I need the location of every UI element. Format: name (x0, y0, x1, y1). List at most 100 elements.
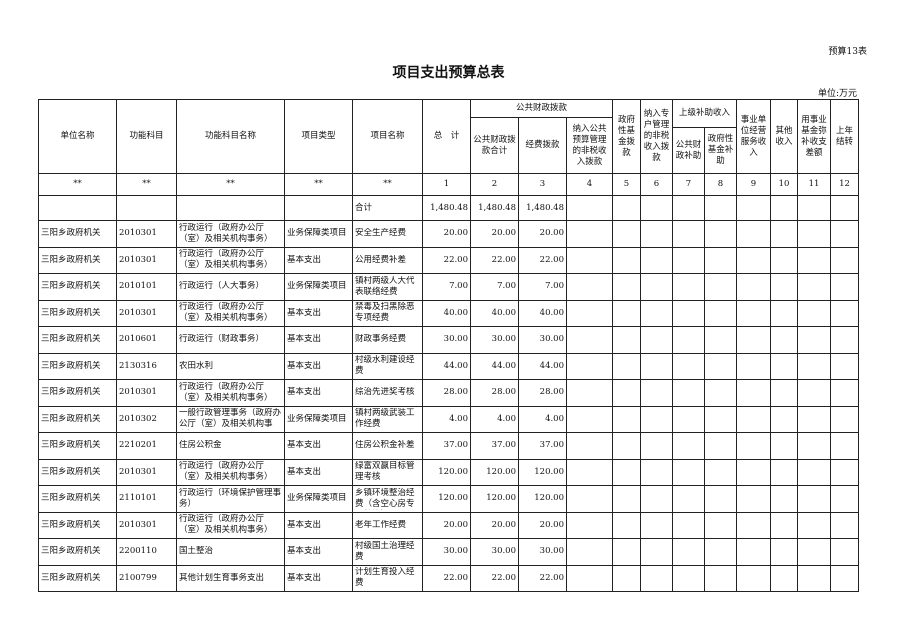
empty-cell (612, 511, 641, 539)
empty-cell (612, 299, 641, 327)
empty-cell (704, 220, 737, 248)
empty-cell (770, 379, 798, 407)
cell-total: 30.00 (443, 334, 468, 345)
cell-func: 行政运行（政府办公厅（室）及相关机构事务） (179, 249, 273, 271)
table-row: 三阳乡政府机关 2110101 行政运行（环境保护管理事务） 业务保障类项目 乡镇环境整… (38, 485, 859, 513)
empty-cell (566, 432, 613, 460)
header-upper-fund: 政府性基金补助 (704, 127, 737, 174)
empty-cell (704, 379, 737, 407)
header-gov-fund: 政府性基金拨款 (612, 99, 641, 174)
empty-cell (612, 485, 641, 513)
cell-type: 基本支出 (287, 519, 322, 530)
empty-cell (640, 352, 673, 380)
empty-cell (770, 564, 798, 592)
cell-f: 30.00 (539, 546, 564, 557)
cell-code: 2010302 (119, 413, 157, 424)
table-row: 三阳乡政府机关 2010101 行政运行（人大事务） 业务保障类项目 镇村两级人大代表联… (38, 273, 859, 301)
cell-type: 基本支出 (287, 466, 322, 477)
empty-cell (612, 538, 641, 566)
empty-cell (736, 299, 771, 327)
empty-cell (797, 246, 831, 274)
cell-unit: 三阳乡政府机关 (41, 546, 101, 557)
empty-cell (770, 299, 798, 327)
cell-unit: 三阳乡政府机关 (41, 413, 101, 424)
cell-pt: 4.00 (497, 413, 516, 424)
index-cell: 9 (736, 173, 771, 196)
table-row: 三阳乡政府机关 2010601 行政运行（财政事务） 基本支出 财政事务经费 30.00 3… (38, 326, 859, 354)
empty-cell (797, 326, 831, 354)
empty-cell (566, 538, 613, 566)
cell-code: 2010301 (119, 307, 157, 318)
table-row: 三阳乡政府机关 2130316 农田水利 基本支出 村级水利建设经费 44.00 44.00… (38, 352, 859, 380)
empty-cell (704, 538, 737, 566)
cell-total: 20.00 (443, 519, 468, 530)
empty-cell (704, 511, 737, 539)
cell-unit: 三阳乡政府机关 (41, 307, 101, 318)
cell-f: 4.00 (545, 413, 564, 424)
cell-func: 行政运行（政府办公厅（室）及相关机构事务） (179, 302, 273, 324)
index-cell: 12 (830, 173, 859, 196)
cell-type: 基本支出 (287, 440, 322, 451)
total-label: 合计 (352, 195, 423, 221)
empty-cell (566, 299, 613, 327)
cell-name: 禁毒及扫黑除恶专项经费 (355, 302, 415, 324)
empty-cell (640, 379, 673, 407)
empty-cell (797, 379, 831, 407)
empty-cell (672, 564, 705, 592)
cell-f: 7.00 (545, 281, 564, 292)
empty-cell (797, 273, 831, 301)
empty-cell (612, 246, 641, 274)
cell-type: 基本支出 (287, 254, 322, 265)
empty-cell (612, 458, 641, 486)
index-cell: ** (284, 173, 353, 196)
empty-cell (830, 432, 859, 460)
empty-cell (736, 485, 771, 513)
empty-cell (770, 352, 798, 380)
empty-cell (566, 405, 613, 433)
empty-cell (612, 379, 641, 407)
empty-cell (830, 485, 859, 513)
empty-cell (830, 299, 859, 327)
cell-f: 120.00 (534, 493, 564, 504)
empty-cell (770, 485, 798, 513)
empty-cell (566, 220, 613, 248)
empty-cell (736, 352, 771, 380)
cell-name: 综治先进奖考核 (355, 387, 415, 398)
cell-func: 行政运行（财政事务） (179, 334, 265, 345)
empty-cell (640, 538, 673, 566)
empty-cell (612, 273, 641, 301)
table-row: 三阳乡政府机关 2010301 行政运行（政府办公厅（室）及相关机构事务） 基本支出 综… (38, 379, 859, 407)
cell-type: 基本支出 (287, 360, 322, 371)
cell-total: 120.00 (438, 493, 468, 504)
empty-cell (640, 299, 673, 327)
empty-cell (640, 246, 673, 274)
cell-name: 村级水利建设经费 (355, 355, 415, 377)
cell-pt: 22.00 (491, 572, 516, 583)
empty-cell (770, 538, 798, 566)
empty-cell (830, 326, 859, 354)
cell-func: 行政运行（环境保护管理事务） (179, 487, 282, 509)
cell-total: 44.00 (443, 360, 468, 371)
header-business: 事业单位经营服务收入 (736, 99, 771, 174)
cell-pt: 120.00 (486, 493, 516, 504)
budget-table: 单位名称 功能科目 功能科目名称 项目类型 项目名称 总 计 公共财政拨款 政府… (38, 99, 859, 592)
cell-f: 120.00 (534, 466, 564, 477)
cell-f: 20.00 (539, 228, 564, 239)
empty-cell (566, 485, 613, 513)
empty-cell (770, 273, 798, 301)
cell-pt: 22.00 (491, 254, 516, 265)
header-public: 公共财政拨款 (470, 99, 613, 118)
empty-cell (830, 538, 859, 566)
header-other: 其他收入 (770, 99, 798, 174)
header-public-total: 公共财政拨款合计 (470, 117, 519, 174)
empty-cell (672, 220, 705, 248)
empty-cell (672, 379, 705, 407)
empty-cell (566, 326, 613, 354)
empty-cell (830, 379, 859, 407)
empty-cell (566, 564, 613, 592)
cell-func: 行政运行（政府办公厅（室）及相关机构事务） (179, 514, 273, 536)
cell-pt: 30.00 (491, 334, 516, 345)
cell-func: 行政运行（政府办公厅（室）及相关机构事务） (179, 461, 273, 483)
cell-f: 37.00 (539, 440, 564, 451)
cell-total: 40.00 (443, 307, 468, 318)
